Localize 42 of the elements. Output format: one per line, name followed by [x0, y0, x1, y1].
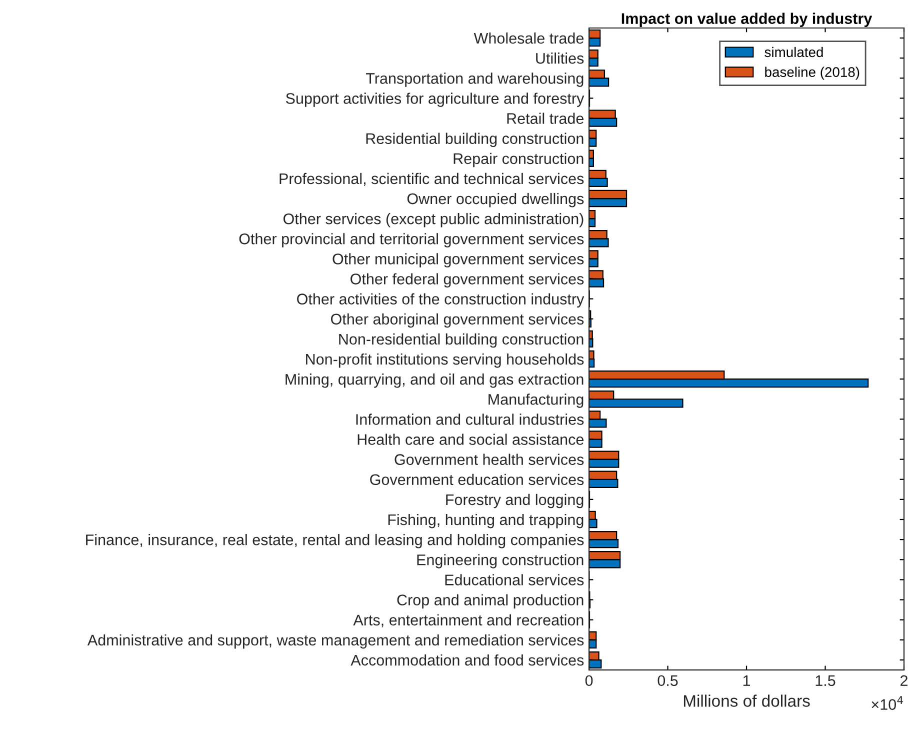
y-tick-label: Wholesale trade	[474, 32, 584, 44]
y-tick-label: Administrative and support, waste management and remediation services	[87, 634, 584, 649]
y-tick-label: Other federal government services	[350, 273, 584, 288]
y-tick-label: Non-residential building construction	[339, 333, 584, 348]
y-tick-label: Repair construction	[454, 152, 584, 168]
y-tick-label: Manufacturing	[488, 394, 584, 408]
y-tick-label: Arts, entertainment and recreation	[353, 614, 584, 628]
legend-label: baseline (2018)	[765, 66, 860, 80]
y-tick-label: Accommodation and food services	[350, 654, 584, 666]
y-tick-label: Other municipal government services	[332, 253, 584, 268]
x-tick-label: 0.5	[658, 675, 678, 686]
y-tick-label: Non-profit institutions serving households	[306, 353, 584, 368]
y-tick-label: Health care and social assistance	[358, 434, 584, 445]
y-tick-label: Government education services	[370, 474, 584, 486]
y-tick-label: Retail trade	[507, 112, 584, 124]
y-tick-label: Information and cultural industries	[356, 414, 584, 425]
chart-title: Impact on value added by industry	[622, 12, 872, 27]
legend-label: simulated	[764, 46, 823, 58]
y-tick-label: Professional, scientific and technical services	[280, 172, 584, 186]
y-tick-label: Transportation and warehousing	[366, 72, 584, 87]
x-axis-title: Millions of dollars	[684, 694, 810, 707]
y-tick-label: Support activities for agriculture and forestry	[286, 92, 584, 107]
y-tick-label: Other aboriginal government services	[331, 313, 584, 328]
y-tick-label: Finance, insurance, real estate, rental and leasing and holding companies	[86, 534, 584, 548]
y-tick-label: Engineering construction	[417, 554, 584, 568]
y-tick-label: Owner occupied dwellings	[407, 192, 584, 208]
y-tick-label: Crop and animal production	[397, 594, 584, 608]
y-tick-label: Other services (except public administration)	[283, 213, 584, 228]
y-tick-label: Government health services	[394, 454, 584, 465]
y-tick-label: Fishing, hunting and trapping	[388, 514, 584, 528]
y-tick-label: Mining, quarrying, and oil and gas extraction	[286, 374, 584, 388]
x-tick-label: 1	[743, 675, 750, 686]
y-tick-label: Forestry and logging	[446, 494, 584, 508]
text: ×10$^{4}$	[872, 696, 903, 710]
y-tick-label: Educational services	[445, 574, 584, 586]
y-tick-label: Other activities of the construction industry	[297, 293, 584, 308]
y-tick-label: Residential building construction	[366, 132, 584, 148]
y-tick-label: Other provincial and territorial government services	[239, 233, 584, 248]
x-tick-label: 1.5	[816, 675, 836, 686]
y-tick-label: Utilities	[536, 52, 584, 64]
x-tick-label: 0	[585, 675, 593, 686]
x-tick-label: 2	[900, 675, 908, 686]
